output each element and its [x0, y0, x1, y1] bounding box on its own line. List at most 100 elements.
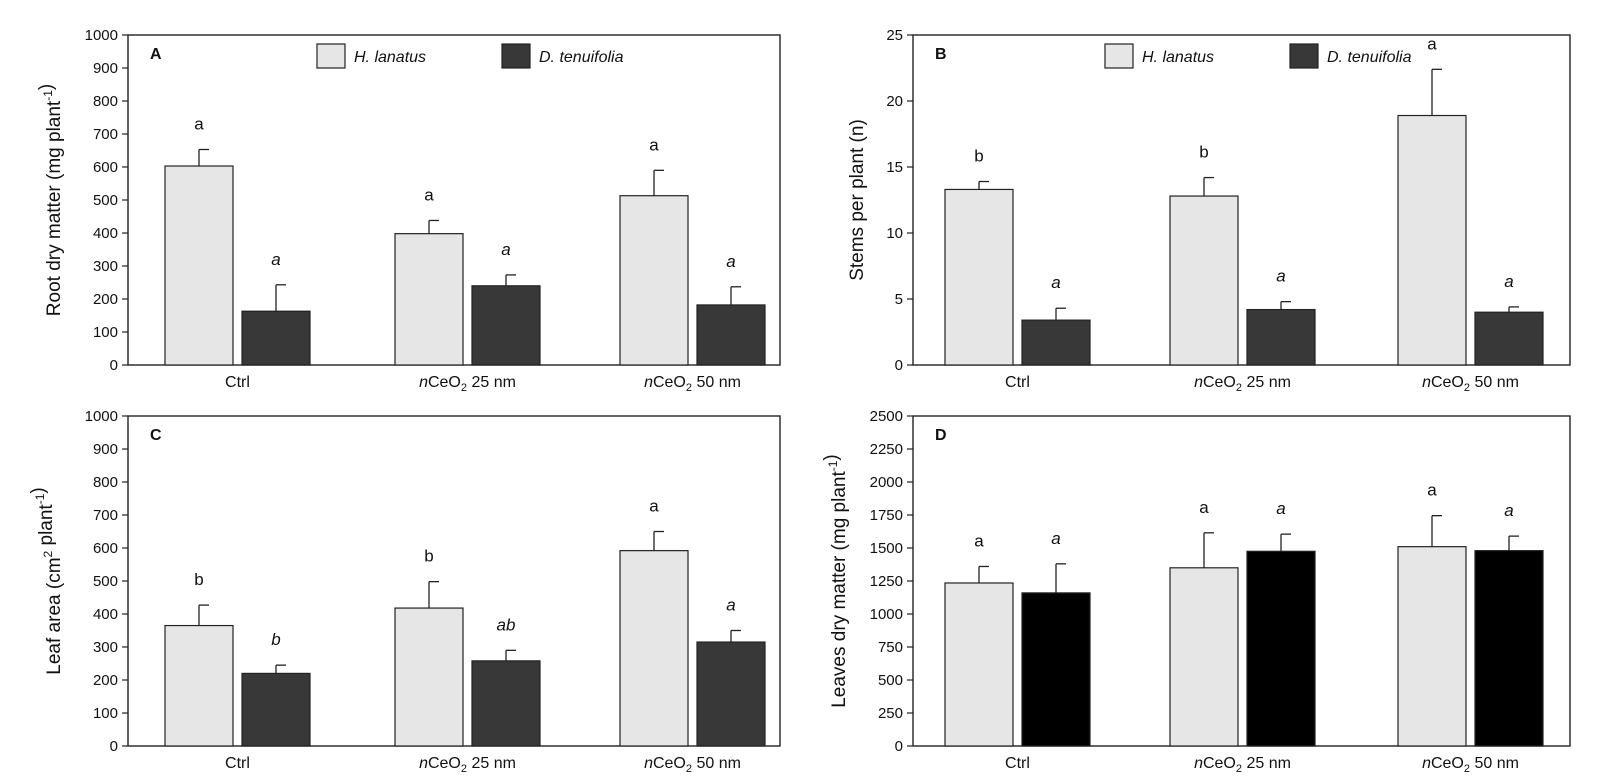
panel-label: B	[935, 46, 947, 63]
y-tick-label: 25	[886, 27, 903, 44]
legend-swatch	[501, 43, 531, 69]
y-tick-label: 400	[93, 225, 118, 242]
bar	[471, 285, 541, 366]
significance-letter: b	[271, 630, 280, 649]
bar	[394, 607, 464, 747]
panel-label: C	[150, 427, 162, 444]
y-tick-label: 900	[93, 441, 118, 458]
x-category-label: Ctrl	[225, 374, 250, 391]
x-category-label: nCeO2 50 nm	[1422, 374, 1519, 394]
bar	[1021, 592, 1091, 747]
significance-letter: b	[1199, 143, 1208, 162]
y-tick-label: 1000	[870, 606, 903, 623]
bar	[696, 304, 766, 366]
significance-letter: a	[726, 252, 735, 271]
y-tick-label: 250	[878, 705, 903, 722]
y-tick-label: 0	[110, 738, 118, 755]
significance-letter: ab	[497, 615, 516, 634]
bar	[241, 672, 311, 747]
y-axis-label: Leaves dry matter (mg plant-1)	[821, 454, 850, 708]
y-axis-label: Root dry matter (mg plant-1)	[36, 84, 65, 316]
y-tick-label: 2000	[870, 474, 903, 491]
panel-b: B 0 5 10 15 20 25 Stems per plant (n) b a Ctrl b a nC…	[847, 27, 1571, 394]
x-category-label: Ctrl	[1005, 755, 1030, 772]
y-tick-label: 0	[110, 357, 118, 374]
y-tick-label: 600	[93, 540, 118, 557]
plot-frame	[912, 34, 1571, 366]
legend-swatch	[1104, 43, 1134, 69]
legend-entry: D. tenuifolia	[539, 49, 624, 66]
bar	[471, 660, 541, 747]
significance-letter: a	[1504, 501, 1513, 520]
x-category-label: nCeO2 25 nm	[419, 374, 516, 394]
y-tick-label: 5	[895, 291, 903, 308]
y-tick-label: 1750	[870, 507, 903, 524]
y-tick-label: 500	[878, 672, 903, 689]
y-tick-label: 750	[878, 639, 903, 656]
bar	[1474, 311, 1544, 366]
y-tick-label: 700	[93, 126, 118, 143]
significance-letter: a	[1427, 481, 1437, 500]
significance-letter: a	[1276, 267, 1285, 286]
y-tick-label: 200	[93, 291, 118, 308]
bar	[944, 188, 1014, 366]
bar	[619, 195, 689, 366]
bar	[394, 233, 464, 366]
bar	[619, 550, 689, 747]
bar	[1397, 114, 1467, 366]
y-tick-label: 900	[93, 60, 118, 77]
significance-letter: a	[1051, 273, 1060, 292]
significance-letter: a	[1276, 499, 1285, 518]
x-category-label: nCeO2 50 nm	[644, 755, 741, 775]
bar	[241, 310, 311, 366]
bar	[1021, 319, 1091, 366]
x-category-label: nCeO2 25 nm	[419, 755, 516, 775]
significance-letter: a	[649, 497, 659, 516]
y-tick-label: 15	[886, 159, 903, 176]
bar	[164, 165, 234, 366]
significance-letter: a	[1051, 529, 1060, 548]
y-tick-label: 1500	[870, 540, 903, 557]
significance-letter: a	[649, 135, 659, 154]
bar	[696, 641, 766, 747]
x-category-label: nCeO2 25 nm	[1194, 755, 1291, 775]
y-tick-label: 600	[93, 159, 118, 176]
y-tick-label: 300	[93, 258, 118, 275]
panel-c: C 0 100 200 300 400 500 600 700 800 900 1000 Leaf ar…	[28, 408, 781, 775]
y-tick-label: 0	[895, 738, 903, 755]
significance-letter: a	[1199, 498, 1209, 517]
x-category-label: Ctrl	[1005, 374, 1030, 391]
legend: H. lanatus D. tenuifolia	[316, 43, 624, 69]
bar	[1246, 308, 1316, 366]
legend-entry: H. lanatus	[354, 49, 426, 66]
y-tick-label: 200	[93, 672, 118, 689]
y-tick-label: 2500	[870, 408, 903, 425]
bar	[1397, 546, 1467, 747]
legend-swatch	[316, 43, 346, 69]
y-tick-label: 20	[886, 93, 903, 110]
x-category-label: Ctrl	[225, 755, 250, 772]
y-tick-label: 1000	[85, 408, 118, 425]
significance-letter: a	[726, 596, 735, 615]
y-tick-label: 300	[93, 639, 118, 656]
bar	[1474, 550, 1544, 747]
significance-letter: a	[271, 250, 280, 269]
significance-letter: a	[1427, 34, 1437, 53]
y-tick-label: 1000	[85, 27, 118, 44]
y-tick-label: 2250	[870, 441, 903, 458]
y-tick-label: 100	[93, 324, 118, 341]
y-tick-label: 100	[93, 705, 118, 722]
y-tick-label: 800	[93, 93, 118, 110]
x-category-label: nCeO2 25 nm	[1194, 374, 1291, 394]
y-axis-label: Stems per plant (n)	[847, 119, 868, 281]
bar	[1169, 567, 1239, 747]
bar	[164, 624, 234, 747]
y-tick-label: 0	[895, 357, 903, 374]
y-tick-label: 500	[93, 192, 118, 209]
x-category-label: nCeO2 50 nm	[1422, 755, 1519, 775]
significance-letter: b	[974, 147, 983, 166]
legend-swatch	[1289, 43, 1319, 69]
significance-letter: a	[1504, 272, 1513, 291]
bar	[1246, 550, 1316, 747]
